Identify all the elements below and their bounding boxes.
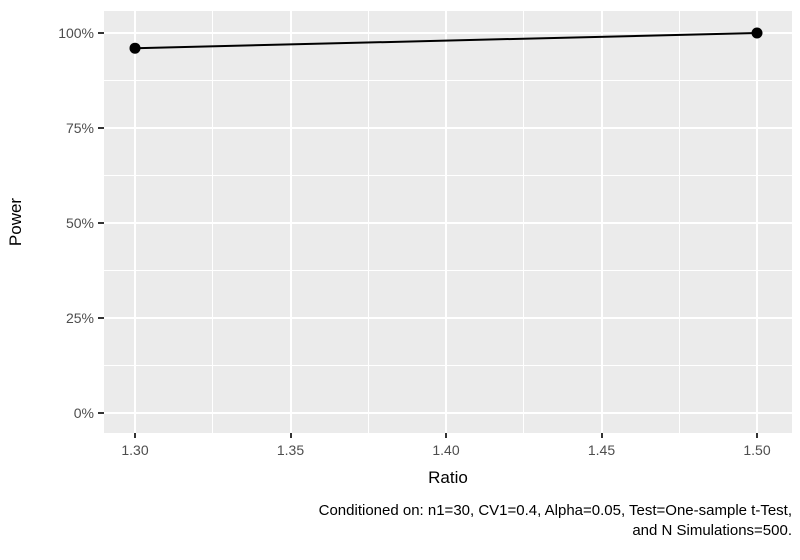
x-axis-title: Ratio (428, 468, 468, 487)
y-axis-tick (98, 222, 104, 224)
x-axis-tick (600, 433, 603, 438)
y-axis-title: Power (6, 197, 25, 247)
minor-gridline-horizontal (104, 80, 792, 81)
x-tick-label: 1.35 (276, 442, 305, 458)
x-tick-label: 1.30 (121, 442, 149, 458)
minor-gridline-horizontal (104, 270, 792, 271)
x-axis-tick (445, 433, 447, 438)
x-tick-label: 1.45 (587, 442, 616, 458)
y-tick-label: 50% (65, 215, 94, 231)
major-gridline-horizontal (104, 412, 792, 414)
major-gridline-horizontal (104, 32, 792, 34)
data-point (129, 42, 141, 54)
major-gridline-horizontal (104, 127, 792, 129)
minor-gridline-horizontal (104, 175, 792, 176)
y-tick-label: 25% (65, 310, 94, 326)
y-tick-label: 0% (73, 405, 94, 421)
chart-caption: Conditioned on: n1=30, CV1=0.4, Alpha=0.… (319, 501, 792, 541)
plot-panel (104, 11, 792, 433)
x-axis-tick (756, 433, 758, 438)
x-tick-label: 1.50 (743, 442, 771, 458)
caption-line-1: Conditioned on: n1=30, CV1=0.4, Alpha=0.… (318, 502, 792, 519)
minor-gridline-horizontal (104, 365, 792, 366)
y-axis-tick (98, 317, 104, 319)
major-gridline-horizontal (104, 222, 792, 224)
x-tick-label: 1.40 (432, 442, 460, 458)
series-line (134, 32, 758, 50)
y-axis-tick (98, 32, 104, 34)
x-axis-tick (289, 433, 292, 438)
data-point (751, 27, 763, 39)
x-axis-tick (134, 433, 136, 438)
caption-line-2: and N Simulations=500. (632, 522, 792, 539)
series-layer (129, 27, 763, 54)
y-axis-tick (98, 412, 104, 414)
major-gridline-horizontal (104, 317, 792, 319)
y-tick-label: 100% (58, 25, 94, 41)
y-tick-label: 75% (65, 120, 94, 136)
y-axis-tick (98, 127, 104, 129)
